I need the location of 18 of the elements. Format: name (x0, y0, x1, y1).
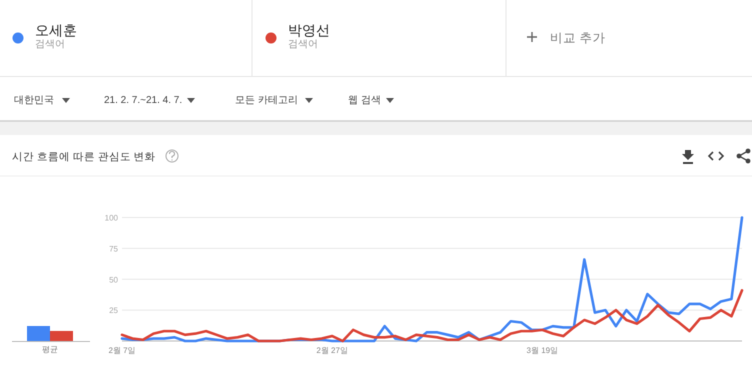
text: 21. 2. 7.~21. 4. 7. (104, 95, 182, 106)
x-tick-label: 2월 7일 (108, 346, 136, 355)
x-tick-label: 3월 19일 (526, 346, 558, 355)
text: 검색어 (35, 39, 65, 50)
text: 웹 검색 (348, 95, 381, 106)
x-tick-label: 평균 (42, 345, 58, 354)
y-tick-label: 100 (104, 214, 119, 222)
x-tick-label: 2월 27일 (316, 346, 348, 355)
text: 대한민국 (14, 95, 54, 106)
chart-title: 시간 흐름에 따른 관심도 변화 (12, 151, 156, 163)
y-tick-label: 50 (109, 275, 119, 284)
text: 검색어 (288, 39, 318, 50)
legend-label: 오세훈 (35, 22, 77, 38)
text: 모든 카테고리 (235, 95, 298, 106)
text: 비교 추가 (550, 31, 606, 45)
y-tick-label: 75 (109, 244, 119, 254)
y-tick-label: 25 (109, 306, 119, 316)
legend-label: 박영선 (288, 22, 330, 38)
